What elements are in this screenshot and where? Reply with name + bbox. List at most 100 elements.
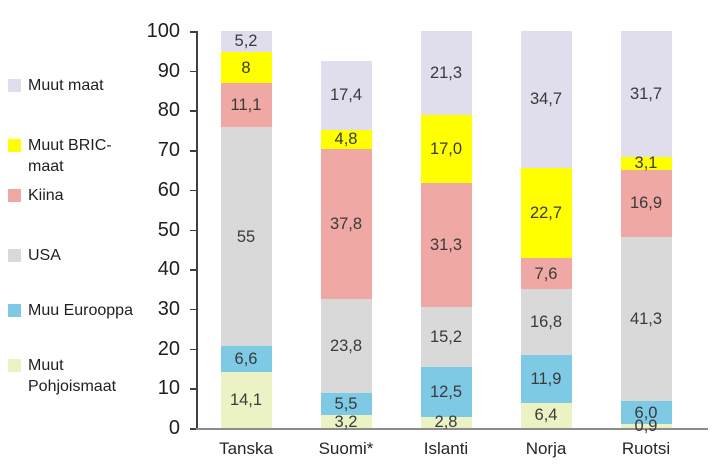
legend-item: Muu Eurooppa	[8, 300, 173, 321]
y-axis-line	[196, 31, 198, 430]
legend-item: USA	[8, 245, 173, 266]
legend-swatch-icon	[8, 359, 21, 372]
bar-segment-label: 11,1	[230, 96, 262, 115]
x-axis-category-label: Norja	[525, 439, 567, 458]
bar-segment-label: 11,9	[530, 369, 562, 388]
y-axis-tick	[190, 428, 196, 430]
legend-item-label: USA	[28, 247, 61, 264]
y-axis-tick	[190, 308, 196, 311]
bar-segment	[420, 416, 472, 428]
bar-segment	[520, 168, 572, 259]
legend-swatch-icon	[8, 249, 21, 262]
y-axis-tick-label: 40	[157, 258, 180, 281]
y-axis-tick	[190, 189, 196, 192]
bar-segment	[620, 400, 672, 425]
bar-segment	[320, 298, 372, 394]
bar-segment	[320, 148, 372, 299]
bar-segment-label: 12,5	[429, 382, 463, 401]
y-axis-tick-label: 50	[157, 218, 180, 241]
y-axis-tick-label: 30	[157, 297, 180, 320]
bar-segment-label: 17,4	[329, 86, 363, 105]
bar-segment	[520, 355, 572, 403]
bar-segment	[420, 182, 472, 307]
bar-segment	[420, 30, 472, 116]
bar-segment-label: 34,7	[529, 90, 563, 109]
bar-segment-label: 6,6	[234, 349, 258, 368]
x-axis-line	[196, 428, 708, 430]
bar-segment	[420, 306, 472, 368]
bar-segment	[220, 83, 272, 128]
bar-segment	[620, 236, 672, 401]
bar-segment-label: 15,2	[429, 327, 463, 346]
bar-segment	[320, 129, 372, 149]
bar-segment	[220, 345, 272, 372]
bar-segment	[320, 415, 372, 428]
legend-swatch-icon	[8, 304, 21, 317]
legend-item-label: Muut maat	[28, 77, 104, 94]
bar-segment	[620, 31, 672, 158]
legend-item: Muut Pohjoismaat	[8, 355, 173, 397]
x-axis-category-label: Islanti	[423, 439, 469, 458]
y-axis-tick-label: 100	[146, 20, 180, 42]
bar-segment-label: 21,3	[429, 63, 463, 82]
bar-segment	[220, 127, 272, 346]
bar-segment	[520, 258, 572, 289]
bar-segment	[420, 115, 472, 183]
bar-segment-label: 6,0	[634, 403, 658, 422]
bar-segment-label: 3,1	[634, 154, 658, 173]
legend-swatch-icon	[8, 189, 21, 202]
bar-segment	[220, 51, 272, 84]
y-axis-tick	[190, 269, 196, 271]
bar-segment-label: 2,8	[434, 413, 458, 432]
bar-segment-label: 3,2	[334, 412, 358, 431]
bar-segment-label: 17,0	[429, 139, 463, 158]
bar-segment-label: 22,7	[529, 204, 563, 223]
legend-item-label: Muu Eurooppa	[28, 302, 133, 319]
x-axis-category-label: Suomi*	[318, 439, 374, 458]
bar-segment	[320, 393, 372, 416]
legend-swatch-icon	[8, 139, 21, 152]
bar-segment-label: 37,8	[329, 214, 363, 233]
bar-segment-label: 8	[241, 58, 251, 77]
y-axis-tick	[190, 150, 196, 152]
bar-segment-label: 16,8	[529, 312, 563, 331]
y-axis-tick-label: 60	[157, 178, 180, 201]
bar-segment-label: 31,7	[629, 85, 663, 104]
bar-segment	[520, 30, 572, 169]
bar-segment-label: 31,3	[429, 235, 463, 254]
bar-segment-label: 5,2	[234, 32, 258, 51]
bar-segment-label: 0,9	[634, 416, 658, 435]
bar-segment	[620, 157, 672, 170]
bar-segment	[620, 424, 672, 428]
y-axis-tick	[190, 70, 196, 73]
bar-segment	[620, 169, 672, 237]
legend-item-label: Muut Pohjoismaat	[28, 357, 117, 395]
bar-segment-label: 6,4	[534, 406, 558, 425]
bar-segment-label: 23,8	[329, 336, 363, 355]
legend-item: Muut BRIC-maat	[8, 135, 173, 177]
bar-segment-label: 14,1	[229, 390, 263, 409]
y-axis-tick	[190, 31, 196, 33]
bar-segment	[320, 60, 372, 130]
y-axis-tick-label: 90	[157, 59, 180, 82]
y-axis-tick-label: 0	[168, 417, 180, 439]
y-axis-tick-label: 80	[157, 99, 180, 122]
y-axis-tick-label: 20	[157, 337, 180, 360]
x-axis-category-label: Tanska	[219, 439, 273, 458]
y-axis-tick	[190, 110, 196, 112]
y-axis-tick	[190, 388, 196, 390]
bar-segment-label: 5,5	[334, 395, 358, 414]
x-axis-category-label: Ruotsi	[621, 439, 671, 458]
bar-segment-label: 4,8	[334, 130, 358, 149]
legend-item: Muut maat	[8, 75, 173, 96]
bar-segment	[420, 367, 472, 417]
bar-segment	[220, 31, 272, 52]
legend-swatch-icon	[8, 79, 21, 92]
bar-segment	[220, 372, 272, 428]
bar-segment	[520, 288, 572, 356]
legend-item: Kiina	[8, 185, 173, 206]
legend-item-label: Muut BRIC-maat	[28, 137, 112, 175]
y-axis-tick-label: 10	[157, 377, 180, 400]
